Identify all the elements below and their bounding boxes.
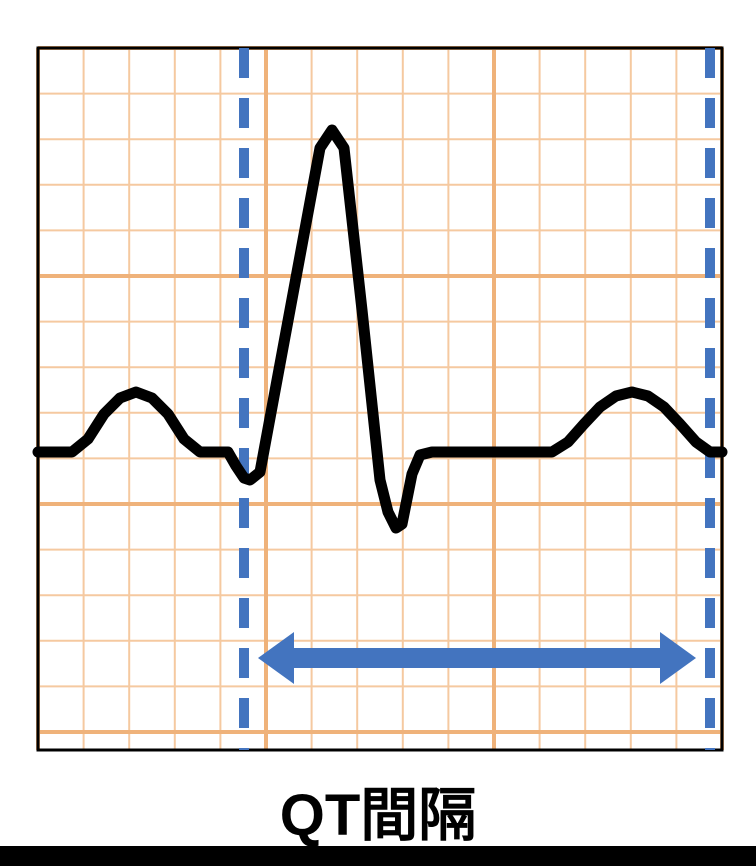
bottom-bar [0,846,756,866]
ecg-diagram [0,0,756,866]
figure: QT間隔 [0,0,756,866]
caption-label: QT間隔 [0,768,756,852]
